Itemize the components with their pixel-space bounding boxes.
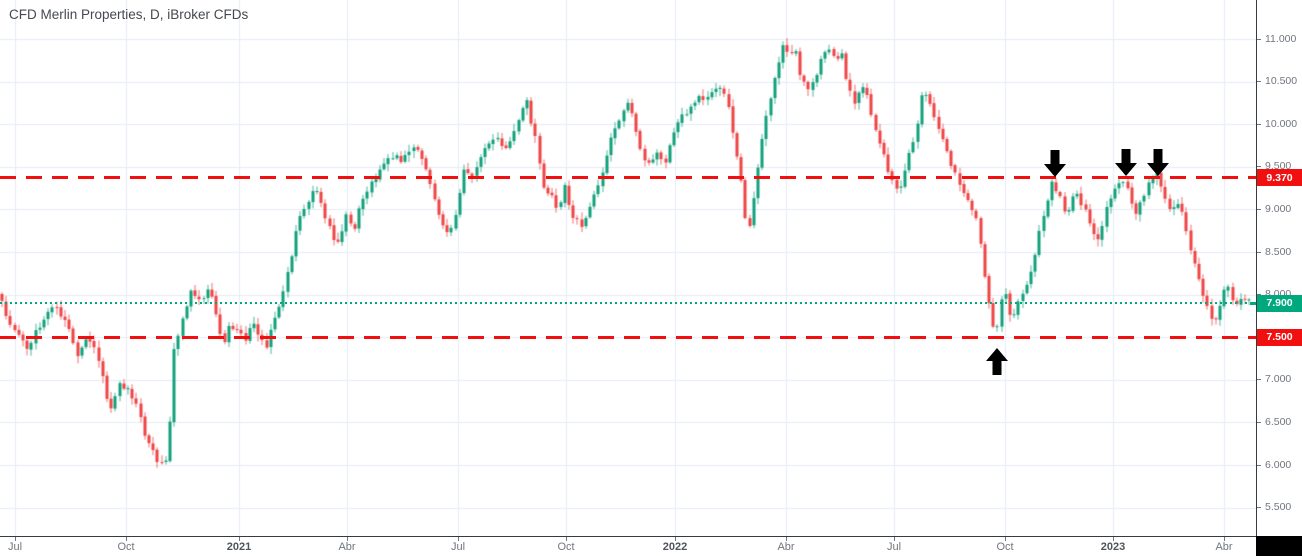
y-axis-tick (1257, 251, 1261, 253)
y-axis-label-6.500: 6.500 (1265, 415, 1292, 428)
x-axis-label-Jul: Jul (450, 541, 466, 553)
y-axis-tick (1257, 81, 1261, 83)
x-axis-label-2023: 2023 (1100, 541, 1126, 553)
y-axis-tick (1257, 421, 1261, 423)
y-axis-label-11.000: 11.000 (1265, 32, 1297, 45)
x-axis-tick (126, 537, 127, 541)
x-axis-label-Abr: Abr (777, 541, 795, 553)
last-price-price-label[interactable]: 7.900 (1257, 294, 1302, 312)
y-axis-tick (1257, 507, 1261, 509)
support-axis-tick (1250, 335, 1256, 339)
y-axis-label-8.500: 8.500 (1265, 245, 1292, 258)
y-axis-label-6.000: 6.000 (1265, 458, 1292, 471)
x-axis-label-Oct: Oct (557, 541, 575, 553)
y-axis-label-7.000: 7.000 (1265, 373, 1292, 386)
candlestick-chart-canvas[interactable] (0, 0, 1256, 536)
resistance-price-label[interactable]: 9.370 (1257, 169, 1302, 187)
price-axis[interactable]: 11.00010.50010.0009.5009.0008.5008.0007.… (1256, 0, 1302, 536)
x-axis-tick (15, 537, 16, 541)
x-axis-tick (675, 537, 676, 541)
x-axis-label-2021: 2021 (226, 541, 252, 553)
x-axis-label-Abr: Abr (338, 541, 356, 553)
up-arrow-annotation-1[interactable] (985, 348, 1009, 375)
x-axis-tick (458, 537, 459, 541)
x-axis-tick (239, 537, 240, 541)
resistance-axis-tick (1250, 176, 1256, 180)
y-axis-tick (1257, 208, 1261, 210)
y-axis-tick (1257, 38, 1261, 40)
x-axis-label-Oct: Oct (117, 541, 135, 553)
y-axis-tick (1257, 123, 1261, 125)
axis-corner (1256, 536, 1302, 556)
support-price-label[interactable]: 7.500 (1257, 328, 1302, 346)
x-axis-label-Abr: Abr (1215, 541, 1233, 553)
x-axis-label-2022: 2022 (662, 541, 688, 553)
y-axis-label-9.000: 9.000 (1265, 202, 1292, 215)
last-price-line[interactable] (0, 302, 1256, 305)
y-axis-label-9.500: 9.500 (1265, 160, 1292, 173)
x-axis-tick (566, 537, 567, 541)
y-axis-tick (1257, 464, 1261, 466)
down-arrow-annotation-3[interactable] (1146, 149, 1170, 176)
y-axis-tick (1257, 379, 1261, 381)
x-axis-label-Jul: Jul (7, 541, 23, 553)
chart-title: CFD Merlin Properties, D, iBroker CFDs (9, 7, 249, 22)
x-axis-tick (1005, 537, 1006, 541)
x-axis-tick (347, 537, 348, 541)
x-axis-tick (894, 537, 895, 541)
y-axis-label-10.500: 10.500 (1265, 75, 1298, 88)
resistance-line[interactable] (0, 176, 1256, 180)
y-axis-tick (1257, 166, 1261, 168)
time-axis[interactable]: Jul Oct 2021 Abr Jul Oct 2022 Abr Jul Oct 2023 Abr (0, 536, 1302, 556)
y-axis-label-5.500: 5.500 (1265, 501, 1292, 514)
y-axis-tick (1257, 294, 1261, 296)
x-axis-tick (1113, 537, 1114, 541)
support-line[interactable] (0, 335, 1256, 339)
x-axis-tick (1224, 537, 1225, 541)
y-axis-label-10.000: 10.000 (1265, 117, 1298, 130)
x-axis-tick (786, 537, 787, 541)
down-arrow-annotation-1[interactable] (1043, 150, 1067, 177)
down-arrow-annotation-2[interactable] (1114, 149, 1138, 176)
x-axis-label-Jul: Jul (886, 541, 902, 553)
last-price-axis-tick (1250, 301, 1256, 305)
x-axis-label-Oct: Oct (996, 541, 1014, 553)
